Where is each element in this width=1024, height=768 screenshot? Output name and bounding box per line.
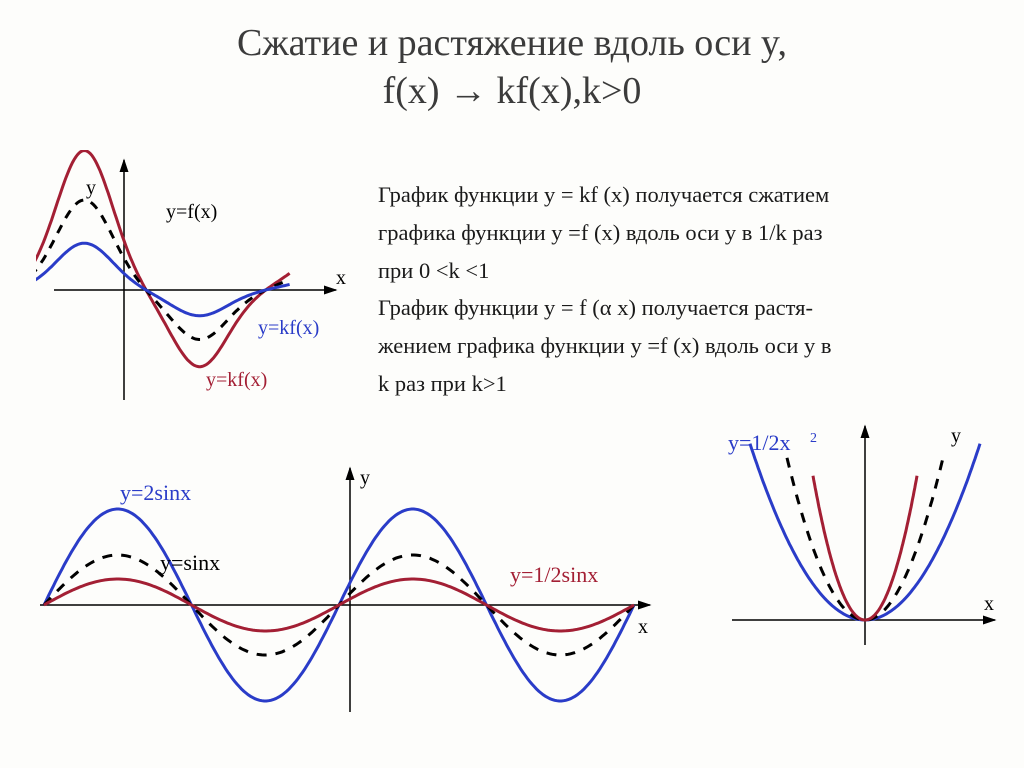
- explain-2: графика функции y =f (x) вдоль оси y в 1…: [378, 216, 1008, 250]
- svg-text:2: 2: [810, 431, 817, 446]
- svg-text:x: x: [336, 267, 346, 289]
- svg-text:y=1/2sinx: y=1/2sinx: [510, 562, 598, 587]
- svg-text:y=kf(x): y=kf(x): [206, 369, 267, 391]
- graph-topleft: y x y=f(x) y=kf(x) y=kf(x): [36, 150, 356, 410]
- title-line-2: f(x) → kf(x),k>0: [383, 70, 642, 112]
- title-line-1: Сжатие и растяжение вдоль оси y,: [237, 22, 787, 64]
- graph-sine: y x y=2sinx y=sinx y=1/2sinx: [30, 460, 670, 720]
- svg-text:y=f(x): y=f(x): [166, 201, 217, 223]
- explain-5: жением графика функции y =f (x) вдоль ос…: [378, 329, 1008, 363]
- svg-text:x: x: [638, 616, 648, 638]
- explain-4: График функции y = f (α x) получается ра…: [378, 291, 1008, 325]
- explain-6: k раз при k>1: [378, 367, 1008, 401]
- explain-1: График функции y = kf (x) получается сжа…: [378, 178, 1008, 212]
- svg-text:y=1/2x: y=1/2x: [728, 430, 791, 455]
- svg-text:y=kf(x): y=kf(x): [258, 317, 319, 339]
- svg-text:y=sinx: y=sinx: [160, 550, 220, 575]
- svg-text:y: y: [86, 177, 96, 199]
- explanation-block: График функции y = kf (x) получается сжа…: [378, 178, 1008, 401]
- svg-text:y: y: [360, 467, 370, 489]
- graph-parabola: y x y=1/2x 2: [720, 420, 1010, 670]
- svg-text:y=2sinx: y=2sinx: [120, 480, 191, 505]
- svg-text:y: y: [951, 425, 961, 447]
- svg-text:x: x: [984, 593, 994, 615]
- explain-3: при 0 <k <1: [378, 254, 1008, 288]
- page-title: Сжатие и растяжение вдоль оси y, f(x) → …: [0, 0, 1024, 115]
